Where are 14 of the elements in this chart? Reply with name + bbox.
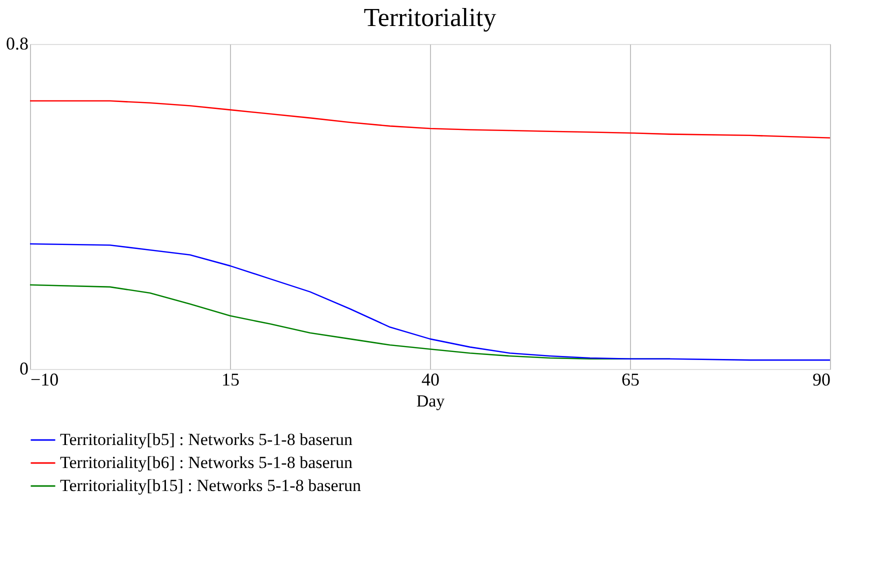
x-tick-label: 15	[222, 370, 240, 390]
x-tick-label: 40	[422, 370, 440, 390]
legend-label: Territoriality[b6] : Networks 5-1-8 baserun	[60, 453, 353, 472]
legend-label: Territoriality[b15] : Networks 5-1-8 baserun	[60, 476, 362, 495]
line-series	[29, 243, 831, 361]
x-tick-label: 65	[622, 370, 640, 390]
chart-title: Territoriality	[364, 3, 496, 32]
y-tick-label: 0.8	[6, 34, 28, 54]
y-tick-label: 0	[20, 358, 28, 378]
legend-label: Territoriality[b5] : Networks 5-1-8 baserun	[60, 430, 353, 449]
line-series	[29, 100, 831, 138]
x-tick-label: −10	[30, 370, 59, 390]
x-tick-label: 90	[812, 370, 830, 390]
x-axis-title: Day	[416, 392, 446, 410]
